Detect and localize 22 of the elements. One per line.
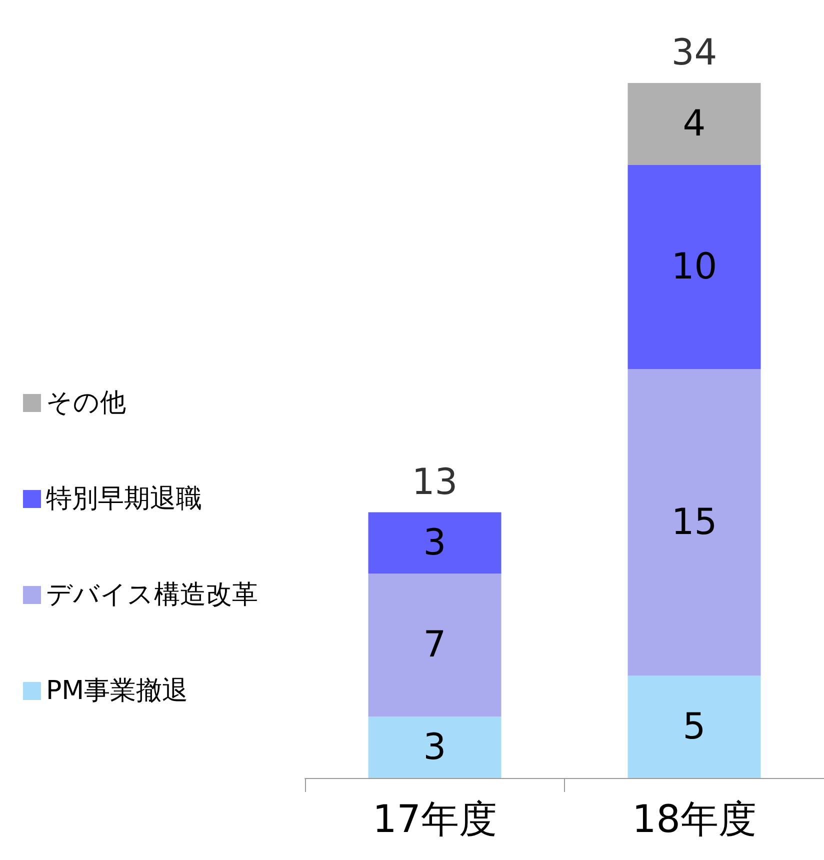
bar bbox=[628, 369, 761, 676]
total-label: 13 bbox=[412, 462, 458, 503]
data-label: 15 bbox=[671, 502, 718, 543]
bar bbox=[628, 164, 761, 370]
legend-label: 特別早期退職 bbox=[46, 484, 202, 514]
bar bbox=[368, 716, 502, 778]
data-label: 10 bbox=[671, 246, 718, 288]
legend-label: その他 bbox=[46, 388, 126, 418]
total-label: 34 bbox=[671, 32, 718, 74]
data-label: 3 bbox=[423, 522, 446, 564]
data-label: 7 bbox=[423, 624, 446, 666]
bar bbox=[368, 574, 502, 717]
legend-label: PM事業撤退 bbox=[46, 676, 188, 706]
data-label: 3 bbox=[423, 726, 446, 768]
x-tick-label: 18年度 bbox=[632, 797, 756, 841]
data-label: 4 bbox=[682, 103, 706, 144]
bar bbox=[368, 512, 502, 574]
legend-label: デバイス構造改革 bbox=[46, 580, 258, 610]
bar bbox=[628, 83, 761, 165]
x-tick-label: 17年度 bbox=[372, 797, 497, 841]
bar bbox=[628, 676, 761, 778]
data-label: 5 bbox=[682, 706, 706, 748]
